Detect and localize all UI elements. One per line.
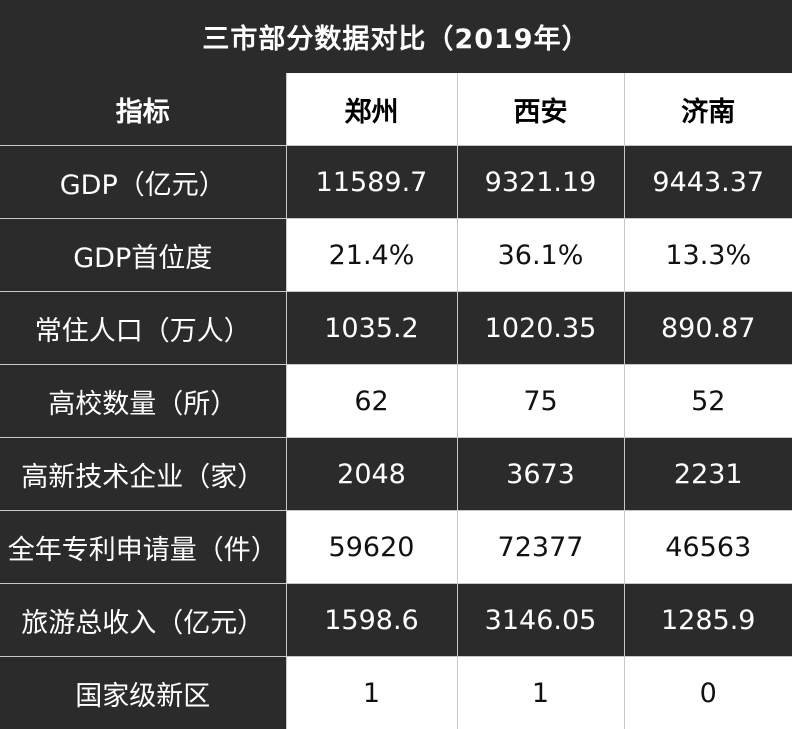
header-city-jinan: 济南: [624, 73, 792, 146]
cell-value: 72377: [457, 511, 624, 584]
table-row: 全年专利申请量（件） 59620 72377 46563: [0, 511, 792, 584]
cell-value: 21.4%: [286, 219, 457, 292]
table-row: GDP首位度 21.4% 36.1% 13.3%: [0, 219, 792, 292]
cell-value: 1285.9: [624, 584, 792, 657]
comparison-table: 指标 郑州 西安 济南 GDP（亿元） 11589.7 9321.19 9443…: [0, 73, 792, 729]
header-city-zhengzhou: 郑州: [286, 73, 457, 146]
cell-value: 62: [286, 365, 457, 438]
cell-value: 1: [457, 657, 624, 729]
header-indicator: 指标: [0, 73, 286, 146]
header-row: 指标 郑州 西安 济南: [0, 73, 792, 146]
row-label: GDP首位度: [0, 219, 286, 292]
row-label: 国家级新区: [0, 657, 286, 729]
cell-value: 3146.05: [457, 584, 624, 657]
cell-value: 2048: [286, 438, 457, 511]
table-row: 国家级新区 1 1 0: [0, 657, 792, 729]
cell-value: 890.87: [624, 292, 792, 365]
cell-value: 52: [624, 365, 792, 438]
cell-value: 1598.6: [286, 584, 457, 657]
table-title: 三市部分数据对比（2019年）: [0, 0, 792, 73]
row-label: 高新技术企业（家）: [0, 438, 286, 511]
table-row: 高新技术企业（家） 2048 3673 2231: [0, 438, 792, 511]
table-row: 旅游总收入（亿元） 1598.6 3146.05 1285.9: [0, 584, 792, 657]
row-label: 高校数量（所）: [0, 365, 286, 438]
cell-value: 3673: [457, 438, 624, 511]
table-row: 高校数量（所） 62 75 52: [0, 365, 792, 438]
header-city-xian: 西安: [457, 73, 624, 146]
cell-value: 36.1%: [457, 219, 624, 292]
table-row: GDP（亿元） 11589.7 9321.19 9443.37: [0, 146, 792, 219]
row-label: 全年专利申请量（件）: [0, 511, 286, 584]
cell-value: 0: [624, 657, 792, 729]
cell-value: 9443.37: [624, 146, 792, 219]
cell-value: 1: [286, 657, 457, 729]
cell-value: 46563: [624, 511, 792, 584]
cell-value: 75: [457, 365, 624, 438]
cell-value: 1020.35: [457, 292, 624, 365]
cell-value: 11589.7: [286, 146, 457, 219]
cell-value: 59620: [286, 511, 457, 584]
table-row: 常住人口（万人） 1035.2 1020.35 890.87: [0, 292, 792, 365]
cell-value: 2231: [624, 438, 792, 511]
cell-value: 9321.19: [457, 146, 624, 219]
row-label: 旅游总收入（亿元）: [0, 584, 286, 657]
row-label: GDP（亿元）: [0, 146, 286, 219]
row-label: 常住人口（万人）: [0, 292, 286, 365]
cell-value: 1035.2: [286, 292, 457, 365]
cell-value: 13.3%: [624, 219, 792, 292]
